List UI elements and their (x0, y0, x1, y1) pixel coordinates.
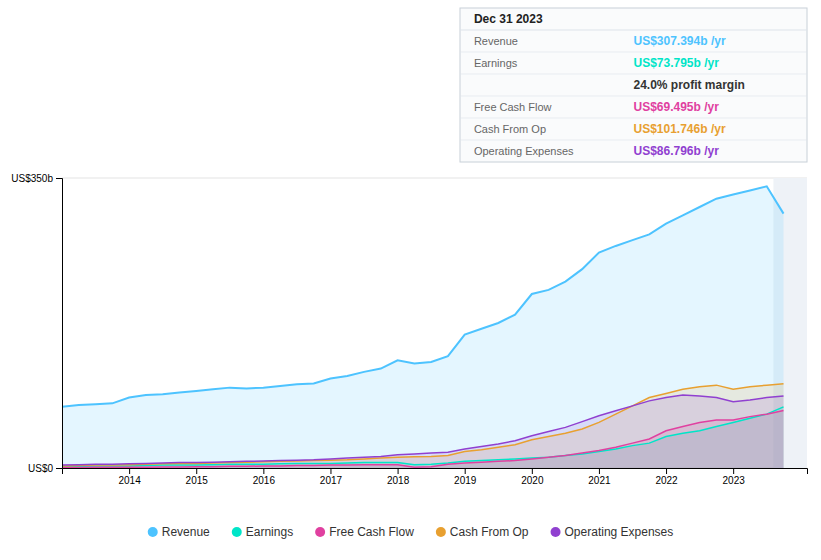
x-tick: 2015 (186, 468, 209, 486)
series-area (62, 186, 784, 468)
chart: 2014 2015 2016 2017 2018 2019 2020 2021 2022 2023… (0, 0, 821, 560)
y-tick-label: US$0 (28, 463, 53, 474)
x-tick: 2019 (454, 468, 477, 486)
legend-item: Revenue (148, 525, 210, 539)
x-tick-label: 2018 (387, 475, 410, 486)
x-tick: 2014 (118, 468, 141, 486)
series-line (62, 186, 784, 406)
data-group (62, 178, 807, 468)
x-tick-label: 2022 (655, 475, 678, 486)
series-line (62, 410, 784, 467)
series-line (62, 395, 784, 465)
y-tick-mark (56, 178, 62, 179)
x-tick-label: 2021 (588, 475, 611, 486)
info-box-value: US$73.795b /yr (634, 56, 720, 70)
x-tick: 2018 (387, 468, 410, 486)
info-box-separator (460, 30, 807, 31)
y-axis-line (56, 179, 63, 469)
legend-label: Operating Expenses (565, 525, 674, 539)
y-tick-mark (56, 468, 62, 469)
legend-item: Free Cash Flow (315, 525, 414, 539)
series-area (62, 384, 784, 468)
x-tick-label: 2017 (320, 475, 343, 486)
x-tick-mark (129, 468, 130, 474)
plot-area: 2014 2015 2016 2017 2018 2019 2020 2021 2022 2023… (11, 173, 807, 486)
legend: Revenue Earnings Free Cash Flow Cash From O… (148, 525, 674, 539)
x-tick-label: 2015 (186, 475, 209, 486)
info-box-value: US$69.495b /yr (634, 100, 720, 114)
x-tick-label: 2016 (253, 475, 276, 486)
info-box-separator (460, 118, 807, 119)
legend-label: Revenue (162, 525, 210, 539)
x-tick-mark (666, 468, 667, 474)
x-tick: 2017 (320, 468, 343, 486)
x-tick: 2016 (253, 468, 276, 486)
info-box-value: US$101.746b /yr (634, 122, 726, 136)
x-tick-label: 2020 (521, 475, 544, 486)
legend-item: Operating Expenses (551, 525, 674, 539)
x-tick: 2020 (521, 468, 544, 486)
info-box: Dec 31 2023 Revenue US$307.394b /yr Earning… (460, 8, 807, 162)
y-tick: US$350b (11, 173, 62, 184)
legend-label: Earnings (246, 525, 293, 539)
legend-swatch (436, 527, 446, 537)
info-box-label: Earnings (474, 57, 518, 69)
x-tick-mark (465, 468, 466, 474)
x-tick-mark (398, 468, 399, 474)
y-tick-label: US$350b (11, 173, 53, 184)
info-box-frame (460, 8, 807, 162)
x-tick-label: 2019 (454, 475, 477, 486)
info-box-separator (460, 140, 807, 141)
info-box-separator (460, 52, 807, 53)
series-line (62, 384, 784, 466)
y-axis: US$0 US$350b (11, 173, 62, 474)
x-tick-mark (733, 468, 734, 474)
legend-swatch (148, 527, 158, 537)
info-box-label: Revenue (474, 35, 518, 47)
x-tick-mark (599, 468, 600, 474)
x-tick-mark (263, 468, 264, 474)
grid (62, 178, 807, 468)
legend-swatch (551, 527, 561, 537)
info-box-separator (460, 96, 807, 97)
x-tick-mark (196, 468, 197, 474)
info-box-header: Dec 31 2023 (474, 12, 543, 26)
x-tick: 2021 (588, 468, 611, 486)
info-box-label: Operating Expenses (474, 145, 574, 157)
x-tick: 2022 (655, 468, 678, 486)
x-tick-mark (532, 468, 533, 474)
x-tick-label: 2014 (118, 475, 141, 486)
legend-label: Cash From Op (450, 525, 529, 539)
x-tick: 2023 (723, 468, 746, 486)
series-line (62, 407, 784, 466)
info-box-label: Cash From Op (474, 123, 546, 135)
x-axis-line (63, 469, 808, 475)
x-tick-label: 2023 (723, 475, 746, 486)
x-tick-mark (330, 468, 331, 474)
x-axis: 2014 2015 2016 2017 2018 2019 2020 2021 2022 2023 (63, 468, 808, 486)
info-box-label: Free Cash Flow (474, 101, 552, 113)
info-box-separator (460, 74, 807, 75)
info-box-value: US$86.796b /yr (634, 144, 720, 158)
info-box-value: 24.0% profit margin (634, 78, 745, 92)
legend-item: Earnings (232, 525, 293, 539)
y-tick: US$0 (28, 463, 62, 474)
legend-swatch (232, 527, 242, 537)
legend-swatch (315, 527, 325, 537)
legend-item: Cash From Op (436, 525, 529, 539)
info-box-value: US$307.394b /yr (634, 34, 726, 48)
grid-line (62, 178, 807, 179)
legend-label: Free Cash Flow (329, 525, 414, 539)
